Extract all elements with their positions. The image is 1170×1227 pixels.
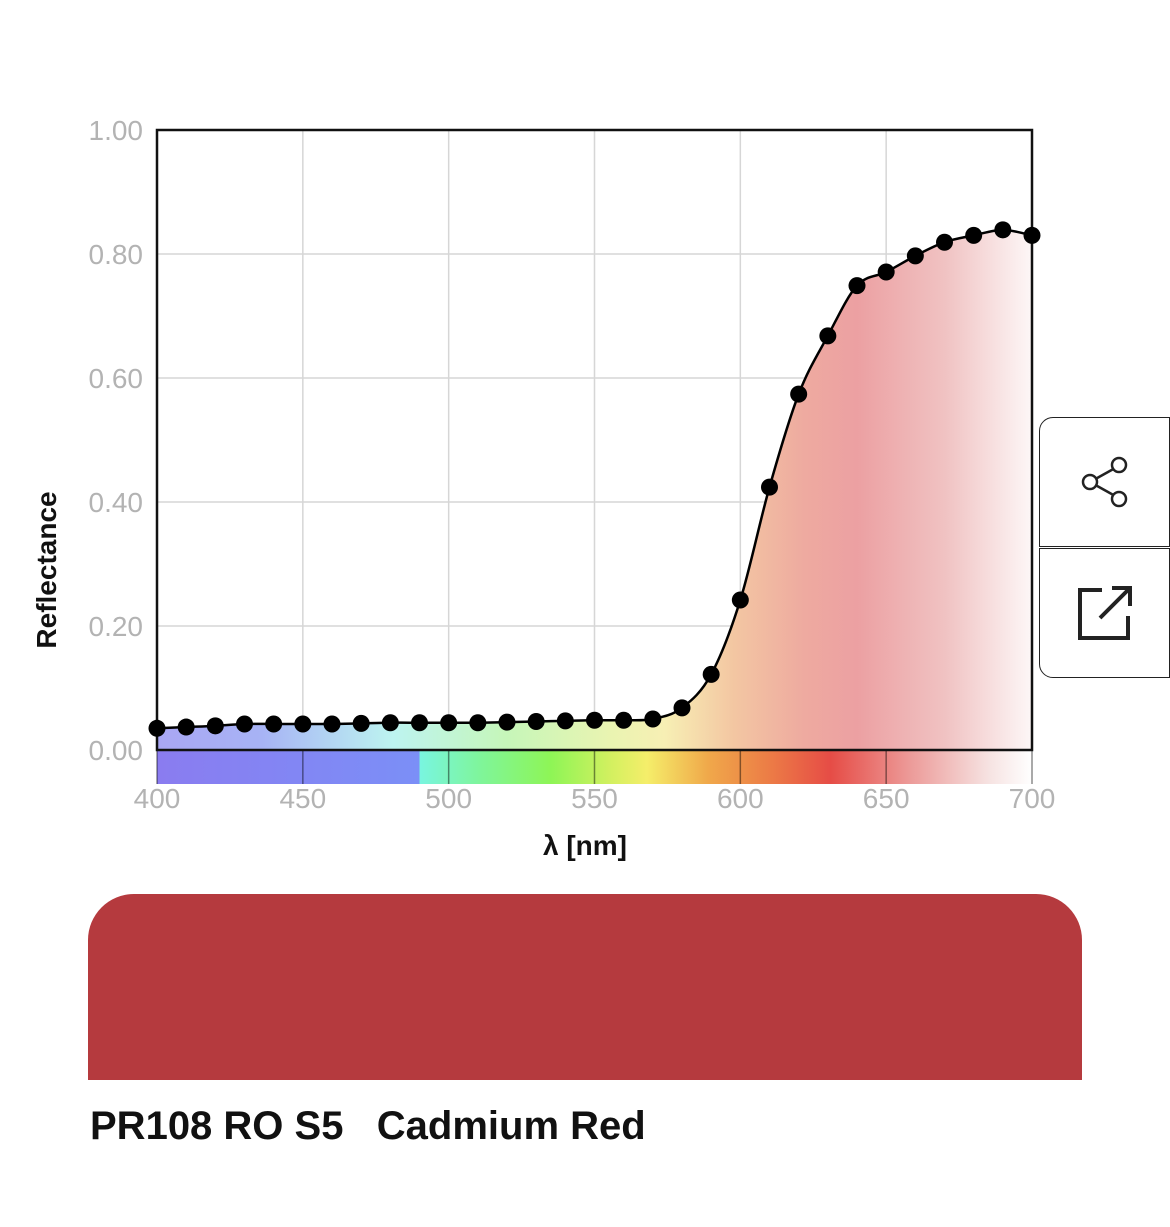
spectrum-grid: [156, 750, 1033, 784]
data-point: [177, 718, 195, 736]
x-tick-label: 450: [279, 783, 326, 814]
y-axis-title: Reflectance: [31, 491, 62, 648]
data-point: [148, 719, 166, 737]
share-icon: [1081, 456, 1127, 508]
data-point: [615, 711, 633, 729]
reflectance-area: [157, 229, 1032, 750]
data-point: [498, 713, 516, 731]
x-tick-label: 550: [571, 783, 618, 814]
data-point: [936, 233, 953, 251]
data-point: [819, 327, 837, 345]
data-point: [994, 221, 1012, 239]
data-point: [381, 714, 399, 732]
data-point: [469, 714, 487, 732]
y-tick-label: 1.00: [89, 115, 144, 146]
data-point: [556, 712, 574, 730]
spectrum-bar: [157, 750, 1032, 784]
y-tick-label: 0.20: [89, 611, 144, 642]
pigment-label: PR108 RO S5 Cadmium Red: [90, 1104, 646, 1148]
x-tick-label: 500: [425, 783, 472, 814]
data-point: [848, 277, 866, 295]
data-point: [906, 247, 924, 265]
y-tick-labels: 0.00 0.20 0.40 0.60 0.80 1.00: [89, 115, 144, 766]
data-point: [761, 478, 778, 496]
x-tick-label: 400: [134, 783, 181, 814]
data-point: [236, 715, 253, 733]
data-point: [586, 711, 603, 729]
data-point: [411, 714, 428, 732]
data-point: [527, 712, 545, 730]
plot-frame: [155, 128, 1034, 752]
data-point: [323, 715, 341, 733]
x-tick-label: 650: [863, 783, 910, 814]
y-tick-label: 0.60: [89, 363, 144, 394]
x-tick-label: 600: [717, 783, 764, 814]
data-point: [877, 263, 895, 281]
data-point: [673, 699, 691, 717]
data-point: [644, 710, 662, 728]
data-point: [702, 665, 720, 683]
data-point: [440, 714, 458, 732]
data-point: [790, 385, 808, 403]
data-point: [731, 591, 749, 609]
x-axis-title: λ [nm]: [543, 830, 627, 861]
y-tick-label: 0.80: [89, 239, 144, 270]
data-point: [965, 226, 983, 244]
data-point: [294, 715, 312, 733]
data-points: [148, 221, 1041, 737]
data-point: [352, 714, 370, 732]
data-point: [1023, 226, 1041, 244]
share-button[interactable]: [1039, 417, 1170, 547]
y-tick-label: 0.00: [89, 735, 144, 766]
reflectance-chart: 400 450 500 550 600 650 700 0.000.200.400.600.…: [31, 115, 1056, 861]
x-tick-labels: 400 450 500 550 600 650 700: [134, 783, 1056, 814]
open-external-button[interactable]: [1039, 548, 1170, 678]
data-point: [265, 715, 283, 733]
color-swatch: [88, 894, 1082, 1080]
data-point: [206, 717, 224, 735]
external-link-icon: [1077, 586, 1132, 640]
y-tick-label: 0.40: [89, 487, 144, 518]
x-tick-label: 700: [1009, 783, 1056, 814]
